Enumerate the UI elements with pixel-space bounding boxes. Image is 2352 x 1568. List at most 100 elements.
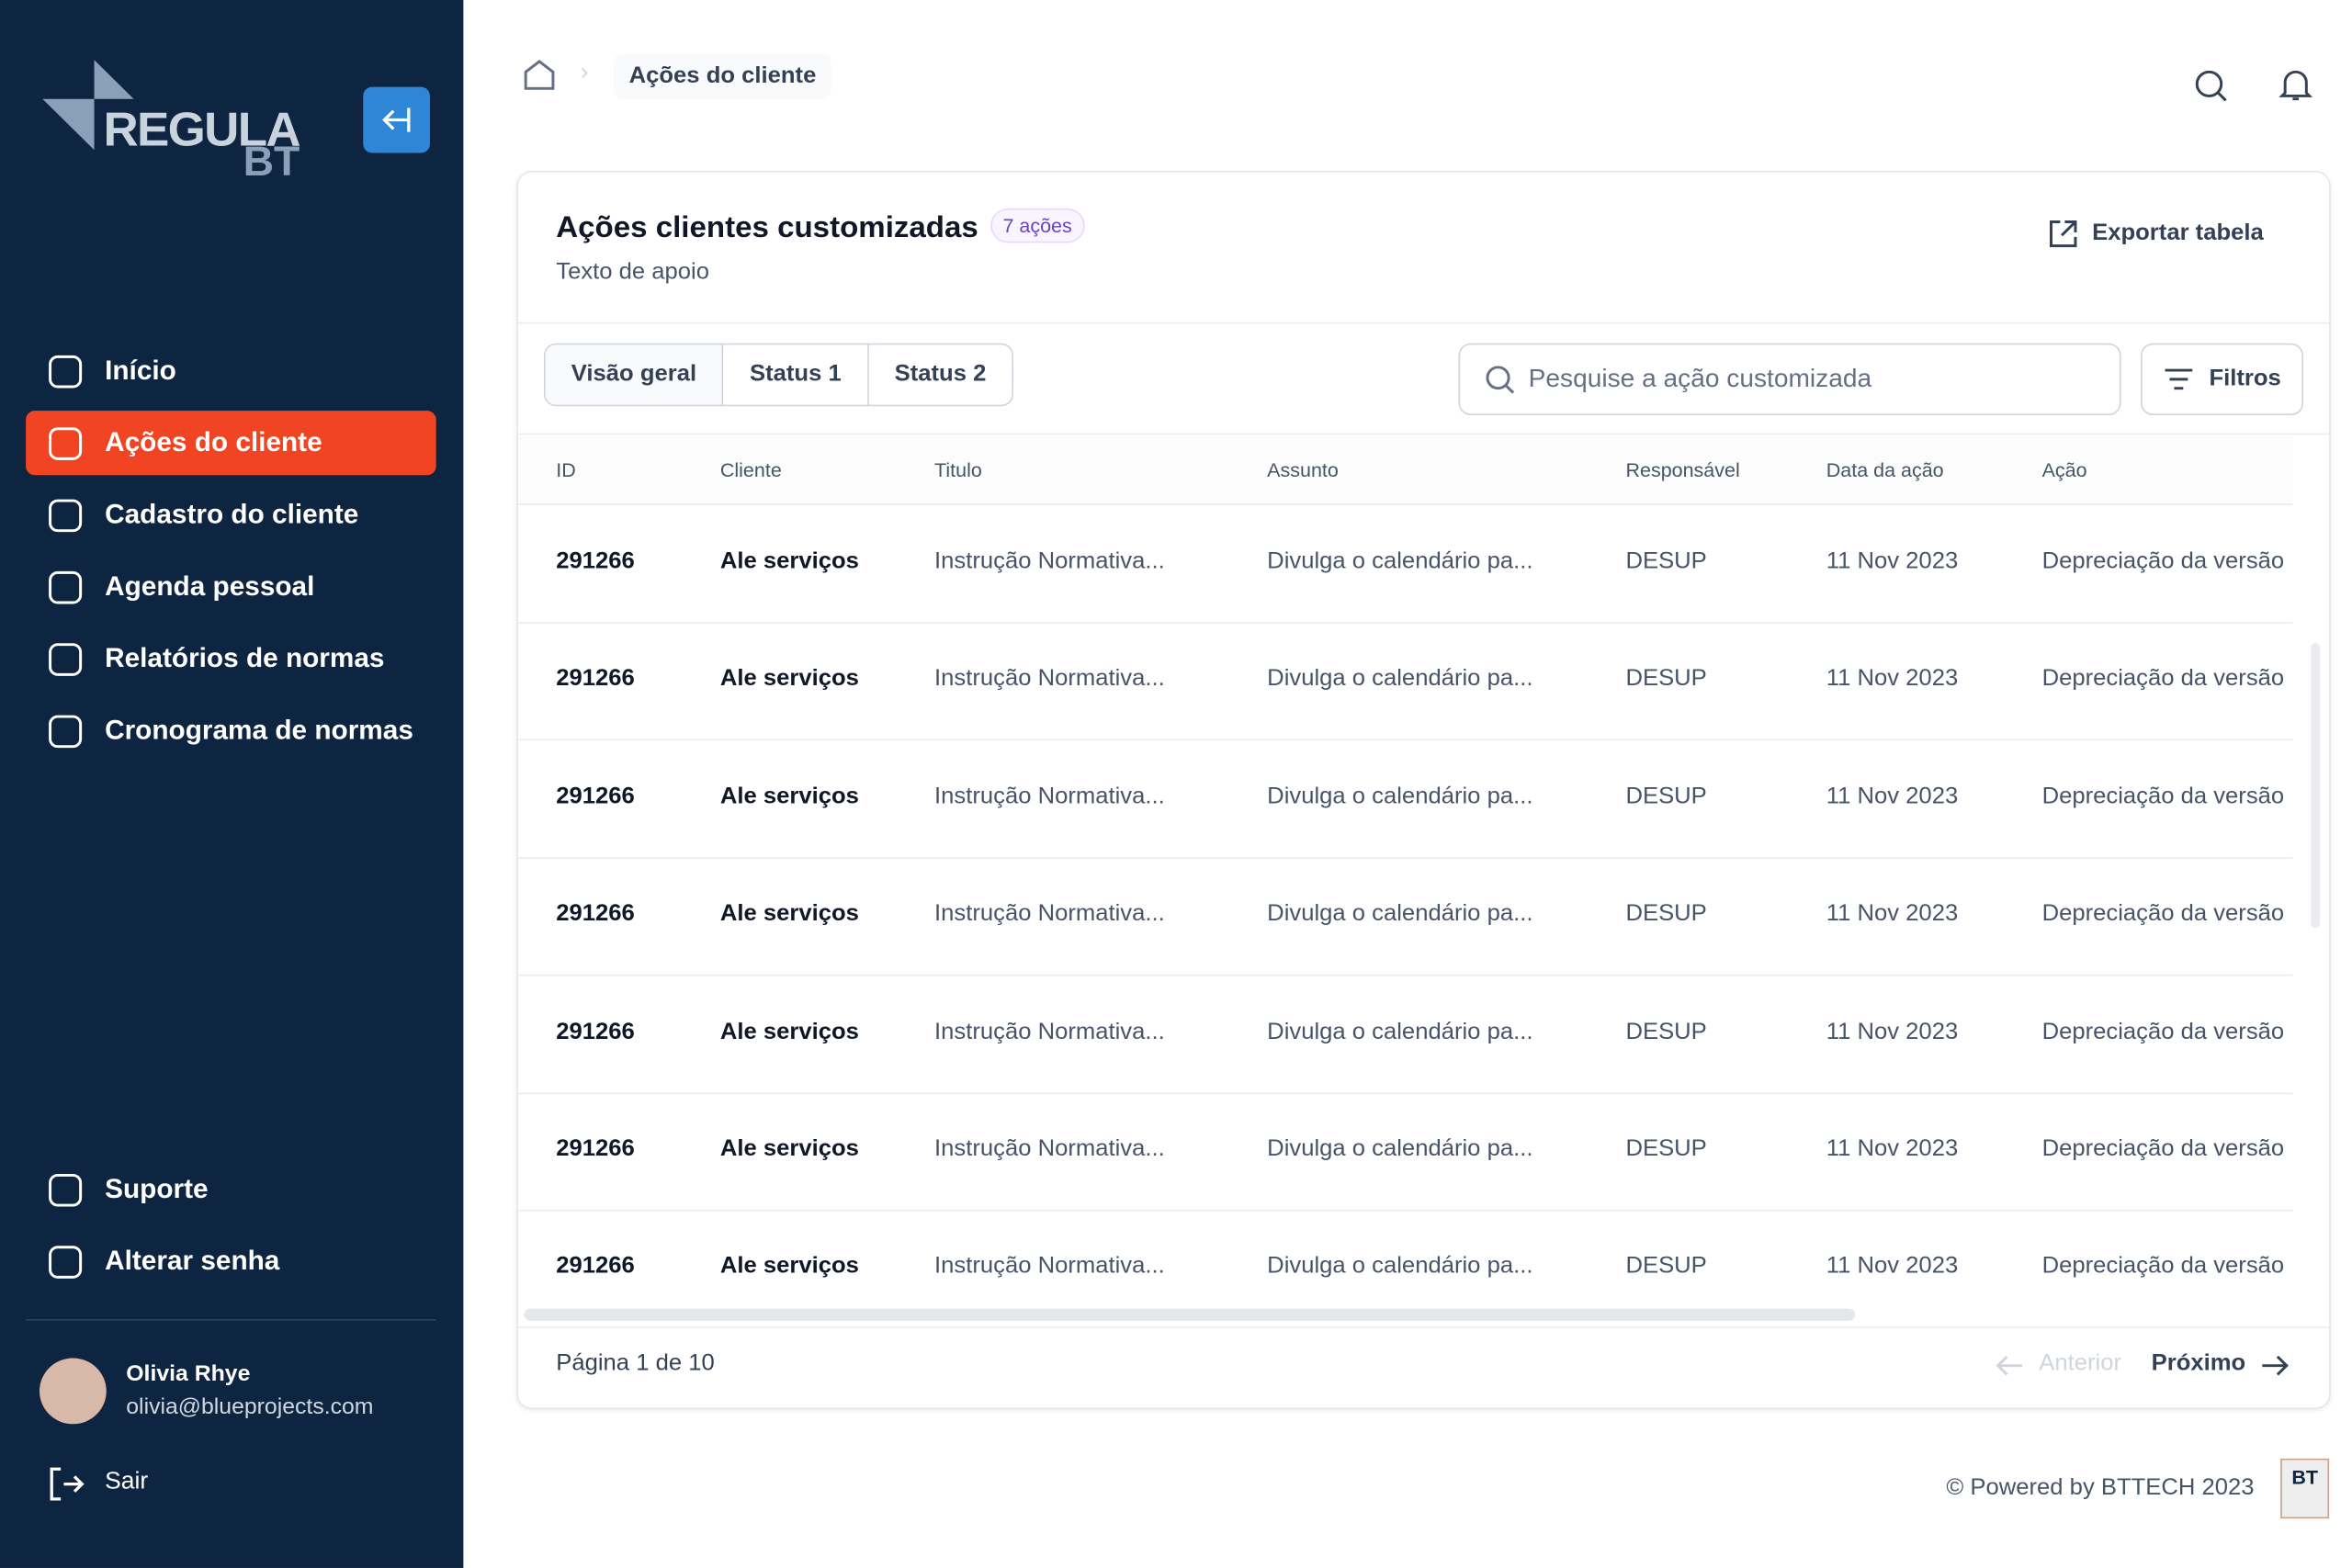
- table-cell: Instrução Normativa...: [934, 666, 1165, 692]
- table-cell: Depreciação da versão: [2041, 901, 2285, 927]
- nav-icon: [49, 1173, 83, 1206]
- avatar: [39, 1358, 107, 1425]
- divider: [517, 1326, 2330, 1328]
- table-cell: DESUP: [1625, 666, 1707, 692]
- table-cell: 11 Nov 2023: [1826, 548, 1959, 575]
- table-cell: Depreciação da versão: [2041, 1019, 2285, 1044]
- nav-item[interactable]: Cadastro do cliente: [26, 482, 435, 547]
- table-row[interactable]: 291266 Ale serviços Instrução Normativa...…: [517, 976, 2293, 1094]
- sidebar: REGULA BT Início Ações do cliente Cadastro…: [0, 0, 464, 1568]
- nav-label: Suporte: [105, 1173, 209, 1204]
- column-header: Assunto: [1267, 458, 1339, 481]
- search-box[interactable]: Pesquise a ação customizada: [1458, 343, 2121, 416]
- filters-button[interactable]: Filtros: [2141, 343, 2304, 416]
- table-cell: Divulga o calendário pa...: [1267, 1135, 1533, 1162]
- nav-icon: [49, 714, 83, 748]
- user-email: olivia@blueprojects.com: [126, 1393, 374, 1420]
- table-cell: Instrução Normativa...: [934, 1135, 1165, 1162]
- table-cell: 11 Nov 2023: [1826, 901, 1959, 927]
- column-header: Titulo: [934, 458, 982, 481]
- table-row[interactable]: 291266 Ale serviços Instrução Normativa...…: [517, 858, 2293, 976]
- nav-label: Cronograma de normas: [105, 715, 413, 746]
- tab[interactable]: Status 2: [894, 361, 987, 388]
- logo-mark: [42, 60, 134, 151]
- table-cell: 11 Nov 2023: [1826, 784, 1959, 809]
- table-cell: Divulga o calendário pa...: [1267, 784, 1533, 809]
- export-button[interactable]: Exportar tabela: [2092, 220, 2264, 246]
- card-title: Ações clientes customizadas: [556, 211, 978, 244]
- filters-label: Filtros: [2209, 366, 2281, 391]
- table-cell: 291266: [556, 1135, 635, 1162]
- column-header: Ação: [2041, 458, 2087, 481]
- table-cell: Instrução Normativa...: [934, 784, 1165, 809]
- table-cell: Instrução Normativa...: [934, 1253, 1165, 1280]
- logout-icon: [50, 1467, 85, 1501]
- nav-icon: [49, 498, 83, 532]
- table-cell: Divulga o calendário pa...: [1267, 1019, 1533, 1044]
- table-cell: Ale serviços: [719, 1253, 859, 1280]
- table-cell: Depreciação da versão: [2041, 1135, 2285, 1162]
- count-badge: 7 ações: [990, 208, 1084, 243]
- table-cell: Ale serviços: [719, 1135, 859, 1162]
- table-cell: Depreciação da versão: [2041, 666, 2285, 692]
- table-row[interactable]: 291266 Ale serviços Instrução Normativa...…: [517, 1093, 2293, 1212]
- table-cell: DESUP: [1625, 1135, 1707, 1162]
- table-cell: DESUP: [1625, 901, 1707, 927]
- table-cell: 291266: [556, 548, 635, 575]
- table-row[interactable]: 291266 Ale serviços Instrução Normativa...…: [518, 1211, 2293, 1314]
- nav-label: Ações do cliente: [105, 427, 322, 457]
- table: ID Cliente Titulo Assunto Responsável Data da…: [517, 434, 2293, 1314]
- next-button[interactable]: Próximo: [2151, 1350, 2246, 1377]
- nav-icon: [49, 1245, 83, 1279]
- collapse-button[interactable]: [363, 86, 430, 153]
- table-row[interactable]: 291266 Ale serviços Instrução Normativa...…: [517, 505, 2293, 624]
- table-cell: Depreciação da versão: [2041, 548, 2285, 575]
- table-cell: DESUP: [1625, 1019, 1707, 1044]
- table-cell: 291266: [556, 1253, 635, 1280]
- table-cell: 291266: [556, 901, 635, 927]
- breadcrumb-sep: ›: [580, 60, 589, 86]
- logout[interactable]: Sair: [105, 1469, 149, 1495]
- table-cell: 291266: [556, 1019, 635, 1044]
- tab[interactable]: Status 1: [724, 344, 869, 405]
- column-header: ID: [556, 458, 576, 481]
- table-cell: Instrução Normativa...: [934, 1019, 1165, 1044]
- search-placeholder: Pesquise a ação customizada: [1528, 364, 1872, 393]
- column-header: Data da ação: [1826, 458, 1944, 481]
- powered-by: © Powered by BTTECH 2023: [1946, 1474, 2255, 1501]
- nav-label: Alterar senha: [105, 1246, 280, 1276]
- nav-item[interactable]: Cronograma de normas: [26, 698, 435, 762]
- nav-label: Cadastro do cliente: [105, 499, 359, 530]
- table-cell: Depreciação da versão: [2041, 1253, 2285, 1280]
- table-cell: Ale serviços: [719, 784, 859, 809]
- nav-label: Início: [105, 355, 176, 386]
- nav-icon: [49, 355, 83, 388]
- page-info: Página 1 de 10: [556, 1350, 715, 1377]
- nav-item[interactable]: Agenda pessoal: [26, 555, 435, 619]
- v-scrollbar: [2311, 643, 2321, 929]
- table-row[interactable]: 291266 Ale serviços Instrução Normativa...…: [517, 740, 2293, 859]
- nav-item[interactable]: Suporte: [26, 1157, 435, 1222]
- tabs: Visão geral Status 1 Status 2: [544, 343, 1014, 407]
- nav-item[interactable]: Alterar senha: [26, 1229, 435, 1293]
- nav-item[interactable]: Início: [26, 339, 435, 403]
- table-row[interactable]: 291266 Ale serviços Instrução Normativa...…: [517, 623, 2293, 741]
- nav-icon: [49, 426, 83, 460]
- home-icon[interactable]: [523, 59, 556, 92]
- nav-item[interactable]: Ações do cliente: [26, 411, 436, 476]
- tab[interactable]: Visão geral: [545, 344, 724, 405]
- search-icon: [1486, 366, 1515, 394]
- nav-item[interactable]: Relatórios de normas: [26, 626, 435, 691]
- search-icon[interactable]: [2194, 69, 2227, 102]
- prev-icon: [1996, 1355, 2023, 1376]
- divider: [517, 433, 2330, 435]
- table-cell: DESUP: [1625, 1253, 1707, 1280]
- prev-button[interactable]: Anterior: [2039, 1350, 2122, 1377]
- bell-icon[interactable]: [2278, 67, 2312, 103]
- nav-label: Agenda pessoal: [105, 570, 315, 602]
- export-icon: [2050, 220, 2077, 248]
- table-cell: Divulga o calendário pa...: [1267, 548, 1533, 575]
- table-cell: Ale serviços: [719, 901, 859, 927]
